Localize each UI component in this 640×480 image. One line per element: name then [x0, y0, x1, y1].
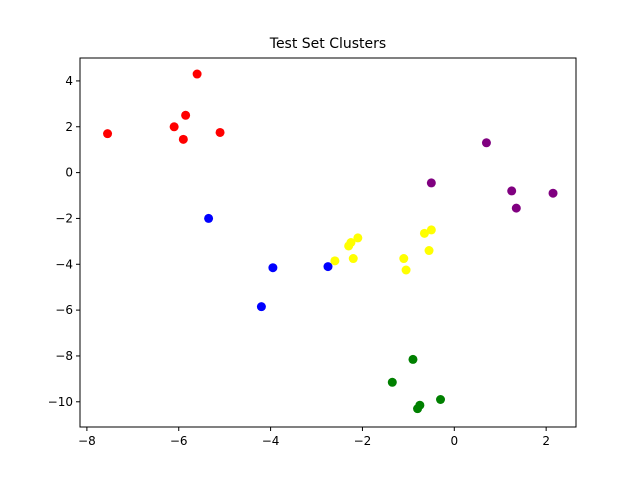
- y-tick-label: 4: [65, 74, 73, 88]
- y-tick-label: −2: [55, 211, 73, 225]
- data-point: [436, 394, 446, 404]
- y-tick-label: 0: [65, 166, 73, 180]
- data-point: [103, 129, 113, 139]
- data-point: [413, 404, 423, 414]
- y-tick-label: −6: [55, 303, 73, 317]
- x-tick-label: 2: [542, 434, 550, 448]
- data-point: [387, 377, 397, 387]
- data-point: [344, 241, 354, 251]
- data-point: [268, 263, 278, 273]
- y-tick-label: 2: [65, 120, 73, 134]
- data-point: [204, 213, 214, 223]
- data-point: [408, 354, 418, 364]
- data-points: [103, 69, 558, 414]
- x-tick-label: 0: [450, 434, 458, 448]
- data-point: [401, 265, 411, 275]
- data-point: [323, 262, 333, 272]
- x-tick-label: −2: [354, 434, 372, 448]
- y-tick-label: −10: [48, 395, 73, 409]
- data-point: [426, 225, 436, 235]
- data-point: [178, 134, 188, 144]
- data-point: [353, 233, 363, 243]
- data-point: [348, 254, 358, 264]
- data-point: [192, 69, 202, 79]
- data-point: [507, 186, 517, 196]
- data-point: [399, 254, 409, 264]
- x-tick-label: −6: [170, 434, 188, 448]
- data-point: [481, 138, 491, 148]
- y-tick-label: −8: [55, 349, 73, 363]
- data-point: [215, 127, 225, 137]
- axis-ticks: −8 −6 −4 −2 0 2 4 2 0 −2 −4 −6 −8 −10: [48, 74, 550, 448]
- data-point: [548, 188, 558, 198]
- y-tick-label: −4: [55, 257, 73, 271]
- data-point: [424, 246, 434, 256]
- plot-area-frame: [79, 57, 577, 428]
- data-point: [169, 122, 179, 132]
- data-point: [419, 228, 429, 238]
- data-point: [256, 302, 266, 312]
- x-tick-label: −4: [262, 434, 280, 448]
- x-tick-label: −8: [78, 434, 96, 448]
- data-point: [511, 203, 521, 213]
- chart-title: Test Set Clusters: [269, 36, 386, 52]
- data-point: [181, 110, 191, 120]
- data-point: [426, 178, 436, 188]
- data-point: [330, 256, 340, 266]
